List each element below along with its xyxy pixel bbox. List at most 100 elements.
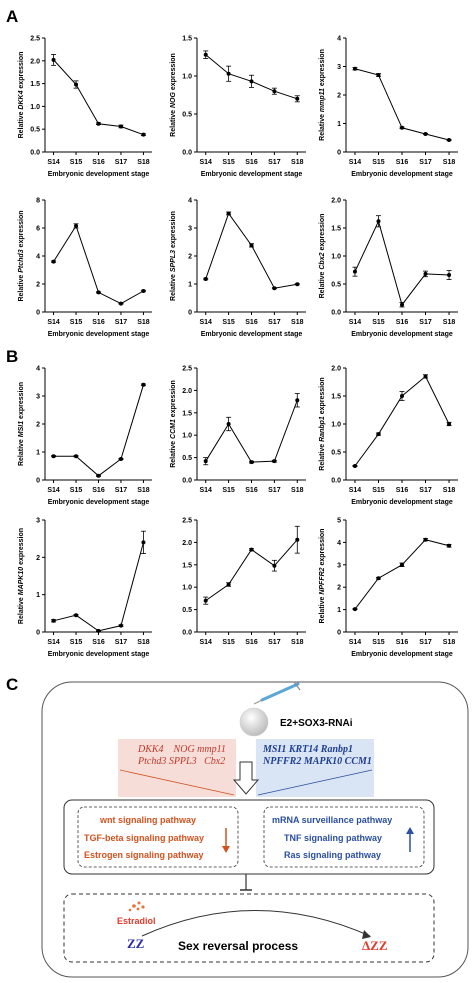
x-tick-label: S16 <box>245 487 258 494</box>
x-tick-label: S16 <box>92 159 105 166</box>
chart-7: 0 1 2 3 4 S14 S15 S16 S17 S18 Embryonic developmen… <box>18 366 152 506</box>
data-point <box>423 374 428 379</box>
up-genes-line-1: MSI1 KRT14 Ranbp1 <box>262 744 353 755</box>
y-axis-label: Relative MSI1 expression <box>18 382 25 466</box>
x-axis-label: Embryonic development stage <box>351 331 453 338</box>
y-tick-label: 4 <box>337 540 341 547</box>
x-tick-label: S18 <box>291 487 304 494</box>
data-point <box>249 79 254 84</box>
series-line <box>205 400 298 463</box>
data-point <box>226 582 231 587</box>
y-tick-label: 0 <box>36 630 40 637</box>
x-tick-label: S16 <box>245 319 258 326</box>
y-tick-label: 2 <box>188 254 192 261</box>
hollow-down-arrow-icon <box>232 761 260 795</box>
y-tick-label: 1.5 <box>182 410 192 417</box>
y-axis-label: Relative MAPK10 expression <box>18 528 25 624</box>
x-tick-label: S17 <box>419 319 432 326</box>
y-tick-label: 2.0 <box>331 366 341 373</box>
x-tick-label: S14 <box>349 487 362 494</box>
y-tick-label: 1.5 <box>331 394 341 401</box>
y-tick-label: 5 <box>337 518 341 525</box>
y-tick-label: 2.0 <box>331 198 341 205</box>
y-tick-label: 3 <box>337 562 341 569</box>
down-pathway-1: wnt signaling pathway <box>99 815 196 825</box>
y-tick-label: 1.5 <box>182 36 192 43</box>
y-tick-label: 0.0 <box>30 150 40 157</box>
y-tick-label: 2 <box>36 282 40 289</box>
y-axis-label: Relative SPPL3 expression <box>170 211 177 301</box>
data-point <box>118 124 123 129</box>
y-tick-label: 1.0 <box>182 585 192 592</box>
zz-end: ΔZZ <box>362 938 388 953</box>
x-axis-label: Embryonic development stage <box>201 171 303 178</box>
x-tick-label: S14 <box>47 319 60 326</box>
y-tick-label: 0 <box>337 630 341 637</box>
data-point <box>249 460 254 465</box>
y-tick-label: 0.0 <box>331 478 341 485</box>
y-tick-label: 1 <box>337 607 341 614</box>
y-axis-label: Relative Ranbp1 expression <box>319 377 326 470</box>
y-tick-label: 0.5 <box>331 282 341 289</box>
x-tick-label: S14 <box>199 319 212 326</box>
y-tick-label: 1.0 <box>182 433 192 440</box>
y-axis-label: Relative Ptchd3 expression <box>18 210 25 301</box>
x-tick-label: S18 <box>137 159 150 166</box>
data-point <box>447 138 452 143</box>
x-tick-label: S18 <box>291 319 304 326</box>
data-point <box>400 562 404 567</box>
data-point <box>51 454 56 459</box>
line-charts: 0.0 0.5 1.0 1.5 2.0 2.5 S14 S15 S16 S17 S18 Embryon… <box>18 36 458 658</box>
down-trend-line <box>119 769 235 796</box>
y-tick-label: 0.5 <box>182 607 192 614</box>
egg-icon <box>239 707 269 737</box>
x-tick-label: S16 <box>92 639 105 646</box>
y-tick-label: 1.0 <box>331 422 341 429</box>
up-genes-line-2: NPFFR2 MAPK10 CCM1 <box>262 756 372 767</box>
x-tick-label: S15 <box>372 639 385 646</box>
mechanism-diagram: E2+SOX3-RNAi DKK4 NOG mmp11 Ptchd3 SPPL3… <box>41 681 469 978</box>
up-pathways-box <box>263 806 425 868</box>
y-tick-label: 2.0 <box>182 540 192 547</box>
data-point <box>376 432 381 437</box>
y-tick-label: 4 <box>337 36 341 43</box>
y-axis-label: Relative DKK4 expression <box>18 52 25 139</box>
y-tick-label: 2.5 <box>182 518 192 525</box>
x-tick-label: S17 <box>268 159 281 166</box>
syringe-icon <box>253 681 301 705</box>
data-point <box>352 464 357 468</box>
data-point <box>226 71 231 76</box>
inhibition-icon <box>240 874 252 891</box>
x-tick-label: S17 <box>115 319 128 326</box>
chart-9: 0.0 0.5 1.0 1.5 2.0 S14 S15 S16 S17 S18 Embryonic … <box>319 366 458 506</box>
x-tick-label: S15 <box>70 159 83 166</box>
up-arrow-icon <box>406 827 414 852</box>
data-point <box>74 454 79 459</box>
data-point <box>226 422 231 426</box>
y-tick-label: 1 <box>188 282 192 289</box>
y-axis-label: Relative CCM1 expression <box>170 380 177 468</box>
x-axis-label: Embryonic development stage <box>351 499 453 506</box>
x-tick-label: S14 <box>349 639 362 646</box>
data-point <box>295 398 300 403</box>
x-tick-label: S17 <box>268 487 281 494</box>
panel-letter-b: B <box>6 347 18 366</box>
y-tick-label: 1.5 <box>30 81 40 88</box>
y-tick-label: 3 <box>188 226 192 233</box>
x-tick-label: S14 <box>47 159 60 166</box>
y-tick-label: 1.5 <box>182 562 192 569</box>
x-tick-label: S18 <box>443 487 456 494</box>
x-tick-label: S15 <box>70 639 83 646</box>
data-point <box>272 459 277 464</box>
data-point <box>141 289 146 293</box>
data-point <box>352 66 357 71</box>
down-genes-line-2: Ptchd3 SPPL3 Cbx2 <box>137 756 225 767</box>
y-tick-label: 0.0 <box>182 630 192 637</box>
y-tick-label: 1.0 <box>30 104 40 111</box>
data-point <box>203 459 208 464</box>
data-point <box>447 422 452 426</box>
data-point <box>51 618 56 623</box>
y-tick-label: 0.0 <box>182 478 192 485</box>
x-tick-label: S17 <box>115 159 128 166</box>
